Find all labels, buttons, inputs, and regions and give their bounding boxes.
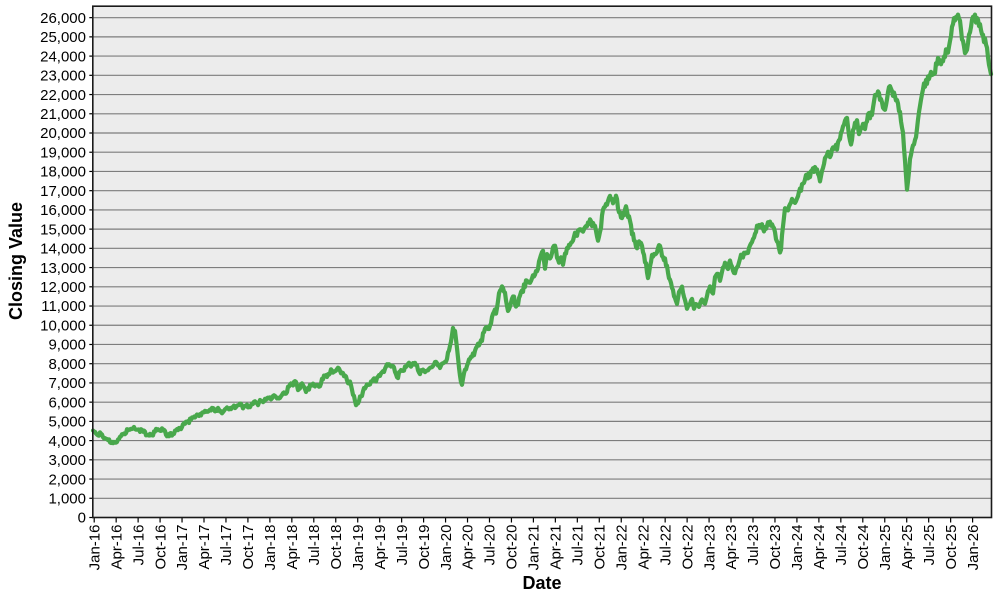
svg-text:16,000: 16,000 (40, 202, 86, 219)
svg-text:Jul-20: Jul-20 (482, 525, 499, 566)
svg-text:5,000: 5,000 (48, 414, 86, 431)
svg-text:Jan-16: Jan-16 (86, 525, 103, 571)
svg-text:22,000: 22,000 (40, 87, 86, 104)
svg-text:Jul-21: Jul-21 (570, 525, 587, 566)
svg-text:Apr-22: Apr-22 (635, 525, 652, 570)
svg-text:6,000: 6,000 (48, 394, 86, 411)
svg-text:Jan-24: Jan-24 (789, 525, 806, 571)
svg-text:Oct-24: Oct-24 (855, 525, 872, 570)
svg-text:Jan-26: Jan-26 (965, 525, 982, 571)
svg-text:Oct-21: Oct-21 (591, 525, 608, 570)
svg-text:2,000: 2,000 (48, 471, 86, 488)
svg-text:Jan-19: Jan-19 (350, 525, 367, 571)
svg-text:Oct-18: Oct-18 (328, 525, 345, 570)
svg-text:17,000: 17,000 (40, 183, 86, 200)
svg-text:Apr-18: Apr-18 (284, 525, 301, 570)
svg-text:14,000: 14,000 (40, 241, 86, 258)
svg-text:Oct-22: Oct-22 (679, 525, 696, 570)
svg-text:7,000: 7,000 (48, 375, 86, 392)
svg-text:Oct-20: Oct-20 (504, 525, 521, 570)
svg-text:10,000: 10,000 (40, 317, 86, 334)
svg-text:Jan-20: Jan-20 (438, 525, 455, 571)
svg-text:21,000: 21,000 (40, 106, 86, 123)
svg-text:Jul-23: Jul-23 (745, 525, 762, 566)
svg-text:Jul-24: Jul-24 (833, 525, 850, 566)
svg-text:Oct-16: Oct-16 (152, 525, 169, 570)
svg-text:20,000: 20,000 (40, 125, 86, 142)
svg-text:Jan-18: Jan-18 (262, 525, 279, 571)
svg-text:15,000: 15,000 (40, 221, 86, 238)
svg-text:11,000: 11,000 (41, 298, 86, 315)
svg-text:26,000: 26,000 (40, 10, 86, 27)
svg-text:25,000: 25,000 (40, 29, 86, 46)
svg-text:Oct-25: Oct-25 (943, 525, 960, 570)
svg-text:Jul-25: Jul-25 (921, 525, 938, 566)
svg-text:Closing Value: Closing Value (6, 202, 26, 320)
svg-text:Jul-18: Jul-18 (306, 525, 323, 566)
svg-text:Jan-21: Jan-21 (526, 525, 543, 571)
svg-text:Date: Date (522, 573, 561, 593)
svg-text:24,000: 24,000 (40, 48, 86, 65)
svg-text:Jan-17: Jan-17 (174, 525, 191, 571)
svg-text:13,000: 13,000 (40, 260, 86, 277)
svg-text:Apr-24: Apr-24 (811, 525, 828, 570)
svg-text:19,000: 19,000 (40, 144, 86, 161)
svg-text:12,000: 12,000 (40, 279, 86, 296)
svg-text:Jan-22: Jan-22 (613, 525, 630, 571)
svg-text:4,000: 4,000 (48, 433, 86, 450)
svg-text:Jan-25: Jan-25 (877, 525, 894, 571)
svg-text:Oct-17: Oct-17 (240, 525, 257, 570)
svg-text:Apr-19: Apr-19 (372, 525, 389, 570)
svg-text:23,000: 23,000 (40, 68, 86, 85)
svg-text:Apr-17: Apr-17 (196, 525, 213, 570)
svg-text:Oct-23: Oct-23 (767, 525, 784, 570)
svg-text:9,000: 9,000 (48, 337, 86, 354)
svg-text:Apr-23: Apr-23 (723, 525, 740, 570)
svg-text:Oct-19: Oct-19 (416, 525, 433, 570)
svg-text:8,000: 8,000 (48, 356, 86, 373)
svg-text:Apr-16: Apr-16 (108, 525, 125, 570)
svg-text:0: 0 (78, 510, 86, 527)
svg-text:Jul-19: Jul-19 (394, 525, 411, 566)
svg-text:Jul-22: Jul-22 (657, 525, 674, 566)
svg-text:Apr-20: Apr-20 (460, 525, 477, 570)
svg-text:Jan-23: Jan-23 (701, 525, 718, 571)
svg-text:Jul-17: Jul-17 (218, 525, 235, 566)
svg-text:1,000: 1,000 (48, 490, 86, 507)
svg-text:Apr-21: Apr-21 (548, 525, 565, 570)
svg-text:3,000: 3,000 (48, 452, 86, 469)
svg-text:Apr-25: Apr-25 (899, 525, 916, 570)
svg-text:18,000: 18,000 (40, 164, 86, 181)
svg-text:Jul-16: Jul-16 (130, 525, 147, 566)
